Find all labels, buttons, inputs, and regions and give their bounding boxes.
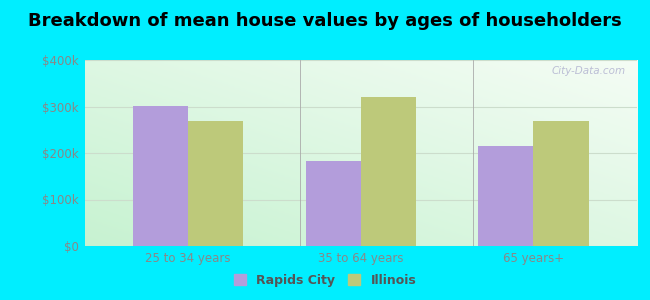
Bar (478, 146, 534, 246)
Bar (534, 122, 589, 246)
Bar (361, 97, 416, 246)
Legend: Rapids City, Illinois: Rapids City, Illinois (230, 270, 420, 291)
Bar (188, 122, 243, 246)
Text: City-Data.com: City-Data.com (552, 66, 626, 76)
Bar (306, 161, 361, 246)
Text: Breakdown of mean house values by ages of householders: Breakdown of mean house values by ages o… (28, 12, 622, 30)
Bar (133, 106, 188, 246)
